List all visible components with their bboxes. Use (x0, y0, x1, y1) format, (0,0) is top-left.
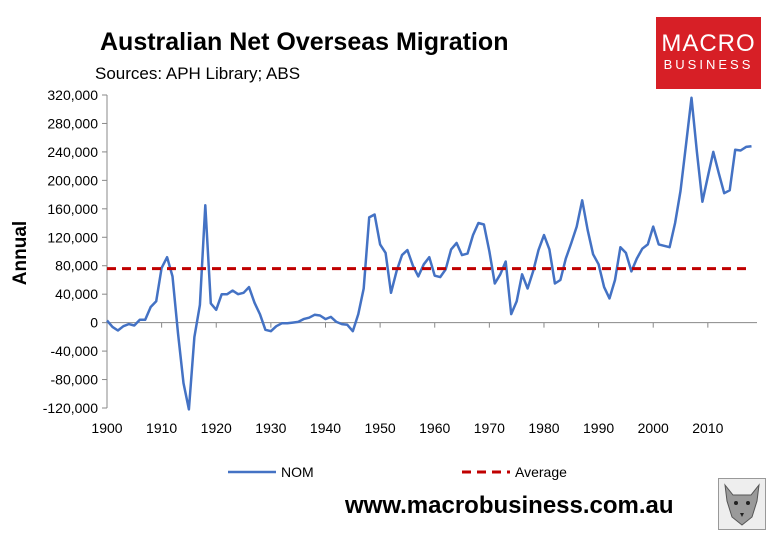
series-line-nom (106, 96, 752, 411)
y-tick-label: 240,000 (47, 144, 98, 160)
website-url[interactable]: www.macrobusiness.com.au (345, 492, 674, 519)
y-tick-label: 40,000 (55, 286, 98, 302)
x-tick-label: 1900 (91, 420, 122, 436)
y-tick-label: 120,000 (47, 229, 98, 245)
y-axis-ticks: 320,000 280,000 240,000 200,000 160,000 120,0… (43, 87, 107, 416)
x-tick-label: 1910 (146, 420, 177, 436)
y-tick-label: 80,000 (55, 258, 98, 274)
x-tick-label: 2010 (692, 420, 723, 436)
legend-label-average: Average (515, 464, 567, 480)
chart-title: Australian Net Overseas Migration (100, 28, 509, 56)
series-group (106, 96, 752, 411)
chart-subtitle: Sources: APH Library; ABS (95, 64, 301, 83)
legend-label-nom: NOM (281, 464, 314, 480)
logo-line-macro: MACRO (661, 30, 756, 57)
x-tick-label: 1940 (310, 420, 341, 436)
legend: NOM Average (228, 464, 567, 480)
y-tick-label: -120,000 (43, 400, 98, 416)
y-tick-label: -40,000 (51, 343, 99, 359)
x-tick-label: 1990 (583, 420, 614, 436)
y-tick-label: 160,000 (47, 201, 98, 217)
wolf-mascot-icon (718, 478, 766, 530)
x-axis-ticks: 1900 1910 1920 1930 1940 1950 1960 1970 1980 1990… (91, 322, 724, 436)
x-tick-label: 1970 (474, 420, 505, 436)
y-axis-label: Annual (10, 221, 31, 285)
y-tick-label: 280,000 (47, 115, 98, 131)
x-tick-label: 1950 (365, 420, 396, 436)
x-tick-label: 2000 (638, 420, 669, 436)
y-tick-label: 320,000 (47, 87, 98, 103)
x-tick-label: 1920 (201, 420, 232, 436)
y-tick-label: 0 (90, 315, 98, 331)
y-tick-label: -80,000 (51, 372, 99, 388)
logo-line-business: BUSINESS (663, 57, 754, 72)
y-tick-label: 200,000 (47, 172, 98, 188)
x-tick-label: 1930 (255, 420, 286, 436)
x-tick-label: 1960 (419, 420, 450, 436)
x-tick-label: 1980 (528, 420, 559, 436)
macro-business-logo[interactable]: MACRO BUSINESS (656, 17, 761, 89)
